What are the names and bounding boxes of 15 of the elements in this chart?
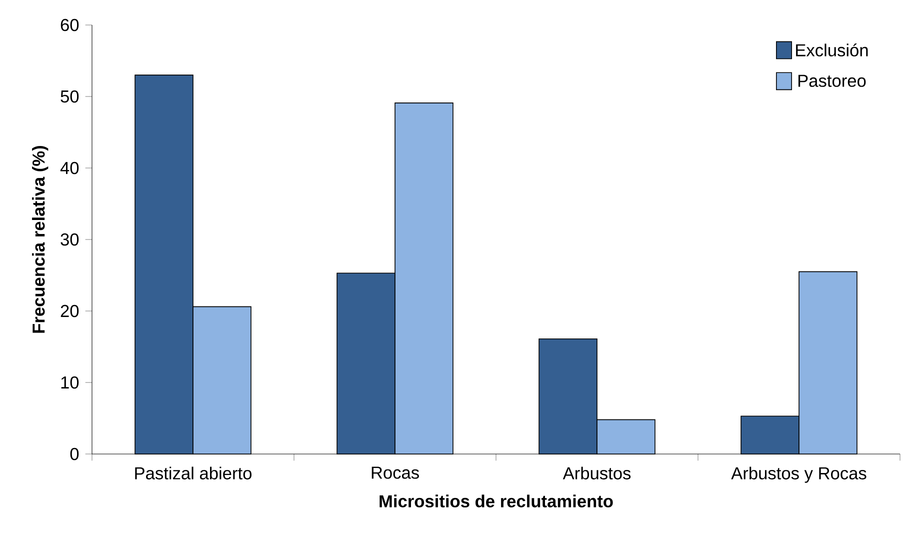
y-axis-title: Frecuencia relativa (%) — [32, 146, 48, 333]
y-tick-label: 40 — [60, 162, 79, 174]
y-tick-label: 30 — [60, 233, 79, 246]
x-tick-label: Arbustos — [562, 466, 631, 480]
x-tick-label: Pastizal abierto — [135, 466, 252, 480]
y-tick-label: 60 — [60, 18, 79, 32]
x-tick-label: Rocas — [372, 466, 419, 479]
x-tick-label: Arbustos y Rocas — [731, 466, 866, 483]
legend-label: Exclusión — [796, 43, 868, 56]
y-tick-label: 50 — [60, 90, 79, 103]
legend-label: Pastoreo — [798, 74, 866, 87]
x-axis-title: Micrositios de reclutamiento — [380, 494, 613, 508]
y-tick-label: 20 — [60, 304, 79, 318]
y-tick-label: 0 — [70, 448, 79, 460]
y-tick-label: 10 — [61, 376, 79, 389]
